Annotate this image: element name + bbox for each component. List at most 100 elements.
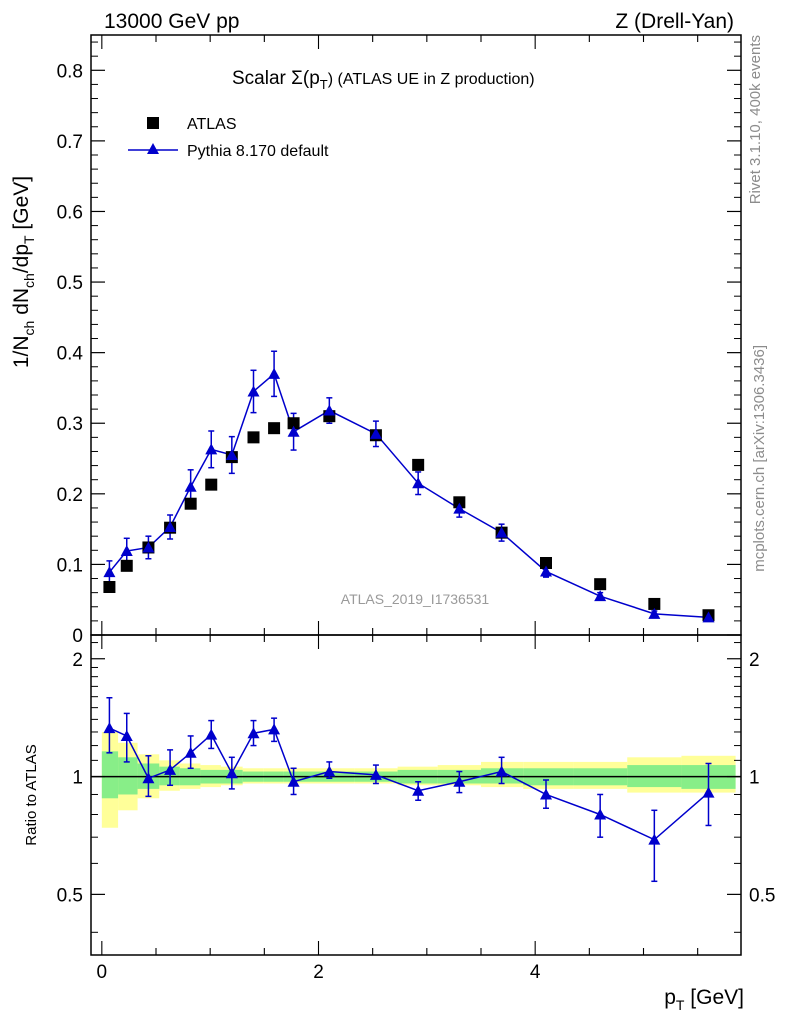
ratio-pythia-point [594,808,607,820]
ratio-pythia-point [268,723,281,735]
ratio-frame [90,634,742,956]
ratio-xlabel: pT [GeV] [664,986,744,1013]
atlas-point [247,431,260,444]
legend-atlas-label: ATLAS [187,116,237,133]
main-ytick-label: 0.6 [57,202,83,223]
main-ytick-label: 0 [72,626,83,647]
ratio-pythia-point [540,788,552,800]
ylabel-b-sub: ch [21,273,37,288]
header-left: 13000 GeV pp [104,10,239,33]
main-ytick-label: 0.5 [57,273,83,294]
ratio-band-green [101,751,119,799]
rivet-label: Rivet 3.1.10, 400k events [747,35,764,204]
pythia-point [103,566,116,578]
ratio-pythia-point [103,722,116,734]
ratio-pythia-point [184,746,197,758]
ratio-pythia-point [412,784,425,796]
atlas-point [103,581,116,593]
title-prefix: Scalar Σ(p [232,68,320,89]
xlabel-b: [GeV] [684,986,744,1009]
main-series-layer [103,350,715,623]
ratio-pythia-point [453,775,466,787]
ratio-pythia-point [648,833,661,845]
pythia-point [594,590,607,602]
pythia-point [453,502,466,514]
xlabel-sub: T [676,997,685,1013]
ratio-xtick-label: 4 [530,962,541,983]
pythia-point [412,477,425,489]
pythia-point [268,367,281,379]
main-ytick-label: 0.1 [57,555,83,576]
pythia-point [184,480,197,492]
ratio-series-layer [103,696,715,883]
atlas-point [648,597,661,610]
header-right: Z (Drell-Yan) [615,10,734,33]
ylabel-c-sub: T [21,235,37,244]
ratio-ytick-label-right: 2 [749,650,760,671]
ratio-pythia-point [247,727,260,739]
ratio-pythia-point [164,763,177,775]
ylabel-a: 1/N [10,335,33,368]
pythia-point [369,427,382,439]
atlas-point [184,497,197,510]
pythia-point [287,425,300,437]
ratio-ticks: 0.5 0.5 1 1 2 2 0 2 4 [57,635,775,983]
main-ytick-label: 0.8 [57,61,83,82]
ratio-ytick-label: 2 [72,650,83,671]
ratio-xtick-label: 2 [313,962,324,983]
atlas-point [205,478,218,491]
main-ylabel: 1/Nch dNch/dpT [GeV] [10,176,37,368]
ratio-pythia-point [225,767,238,779]
ylabel-c: /dp [10,244,33,273]
pythia-point [495,526,508,538]
legend-atlas-marker [147,117,159,129]
main-ytick-label: 0.4 [57,344,84,365]
atlas-point [412,458,425,471]
pythia-point [540,565,552,577]
atlas-point [268,422,281,435]
ylabel-a-sub: ch [21,321,37,336]
ratio-ytick-label-right: 1 [749,768,760,789]
ratio-pythia-point [142,772,155,784]
pythia-point [247,385,260,397]
pythia-line [108,372,709,619]
atlas-point [540,557,552,569]
ratio-ylabel: Ratio to ATLAS [23,744,40,845]
main-panel: 00.10.20.30.40.50.60.70.8 Scalar Σ(pT) (… [10,34,742,647]
ratio-ytick-label: 1 [72,768,83,789]
main-title: Scalar Σ(pT) (ATLAS UE in Z production) [232,68,535,92]
analysis-watermark: ATLAS_2019_I1736531 [341,591,490,607]
ratio-pythia-point [323,765,336,777]
pythia-point [648,607,661,619]
main-ytick-label: 0.7 [57,132,83,153]
legend: ATLAS Pythia 8.170 default [128,116,329,160]
title-suffix: ) (ATLAS UE in Z production) [328,71,535,88]
ratio-pythia-point [369,768,382,780]
ylabel-d: [GeV] [10,176,33,236]
atlas-point [453,496,466,509]
pythia-point [702,611,715,623]
main-gridless-ticks: 0 0.1 0.2 0.3 0.4 0.5 0.6 0.7 0.8 [57,35,741,647]
ratio-xtick-label: 0 [97,962,108,983]
pythia-point [205,443,218,455]
ratio-panel: 0.5 0.5 1 1 2 2 0 2 4 Ratio to ATLAS pT [GeV] [23,634,775,1013]
pythia-point [323,404,336,416]
ratio-pythia-point [287,775,300,787]
ratio-pythia-point [495,765,508,777]
pythia-point [142,541,155,553]
ratio-pythia-point [205,728,218,740]
title-sub: T [320,77,328,92]
mcplots-label: mcplots.cern.ch [arXiv:1306.3436] [751,345,768,572]
xlabel-a: p [664,986,676,1009]
ratio-ytick-label-right: 0.5 [749,885,775,906]
main-ytick-label: 0.3 [57,414,83,435]
atlas-point [594,578,607,591]
main-ytick-label: 0.2 [57,485,83,506]
ratio-ytick-label: 0.5 [57,885,83,906]
ratio-pythia-point [120,729,133,741]
legend-pythia-marker [147,143,159,154]
legend-pythia-label: Pythia 8.170 default [187,143,329,160]
atlas-point [287,417,300,430]
pythia-point [225,449,238,460]
